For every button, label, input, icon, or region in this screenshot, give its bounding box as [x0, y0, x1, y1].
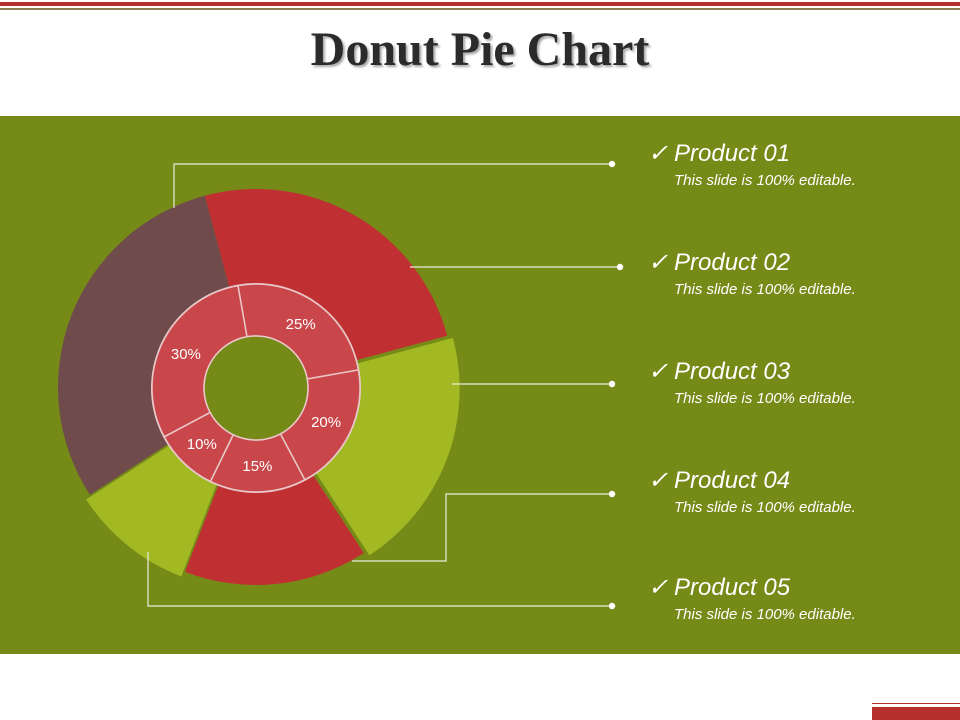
legend-description: This slide is 100% editable. — [674, 390, 856, 407]
top-rule-red — [0, 2, 960, 6]
legend-description: This slide is 100% editable. — [674, 281, 856, 298]
data-label: 25% — [286, 316, 316, 333]
legend-description: This slide is 100% editable. — [674, 499, 856, 516]
legend-item-product-03: ✓ Product 03 This slide is 100% editable. — [648, 358, 948, 407]
checkmark-icon: ✓ — [648, 467, 669, 494]
checkmark-icon: ✓ — [648, 140, 669, 167]
footer-accent-line — [872, 703, 960, 704]
page-title: Donut Pie Chart — [310, 23, 650, 76]
legend-label: Product 05 — [674, 574, 791, 601]
checkmark-icon: ✓ — [648, 358, 669, 385]
legend-bullet-dot — [616, 263, 624, 271]
data-label: 15% — [242, 458, 272, 475]
connector-product-05 — [147, 552, 612, 607]
legend-label: Product 04 — [674, 467, 791, 494]
legend-description: This slide is 100% editable. — [674, 606, 856, 623]
outer-slice-product-05 — [57, 195, 257, 495]
legend-bullet-dot — [608, 602, 616, 610]
footer-accent-bar — [872, 705, 960, 720]
legend-item-product-05: ✓ Product 05 This slide is 100% editable. — [648, 574, 948, 623]
connector-product-04 — [352, 493, 612, 562]
checkmark-icon: ✓ — [648, 249, 669, 276]
legend-bullet-dot — [608, 160, 616, 168]
checkmark-icon: ✓ — [648, 574, 669, 601]
data-label: 20% — [311, 414, 341, 431]
legend-item-product-01: ✓ Product 01 This slide is 100% editable. — [648, 140, 948, 189]
legend-item-product-04: ✓ Product 04 This slide is 100% editable. — [648, 467, 948, 516]
legend-bullet-dot — [608, 490, 616, 498]
connector-product-01 — [173, 163, 612, 208]
donut-pie-chart: 25% 20% 15% 10% 30% — [0, 116, 960, 654]
chart-panel: 25% 20% 15% 10% 30% ✓ Product 01 This slide i… — [0, 116, 960, 654]
top-rule-olive — [0, 8, 960, 10]
legend-label: Product 01 — [674, 140, 791, 167]
legend-label: Product 03 — [674, 358, 791, 385]
donut-hole — [203, 335, 309, 441]
data-label: 30% — [171, 346, 201, 363]
legend-label: Product 02 — [674, 249, 791, 276]
legend-item-product-02: ✓ Product 02 This slide is 100% editable. — [648, 249, 948, 298]
legend-description: This slide is 100% editable. — [674, 172, 856, 189]
data-label: 10% — [187, 436, 217, 453]
legend-bullet-dot — [608, 380, 616, 388]
